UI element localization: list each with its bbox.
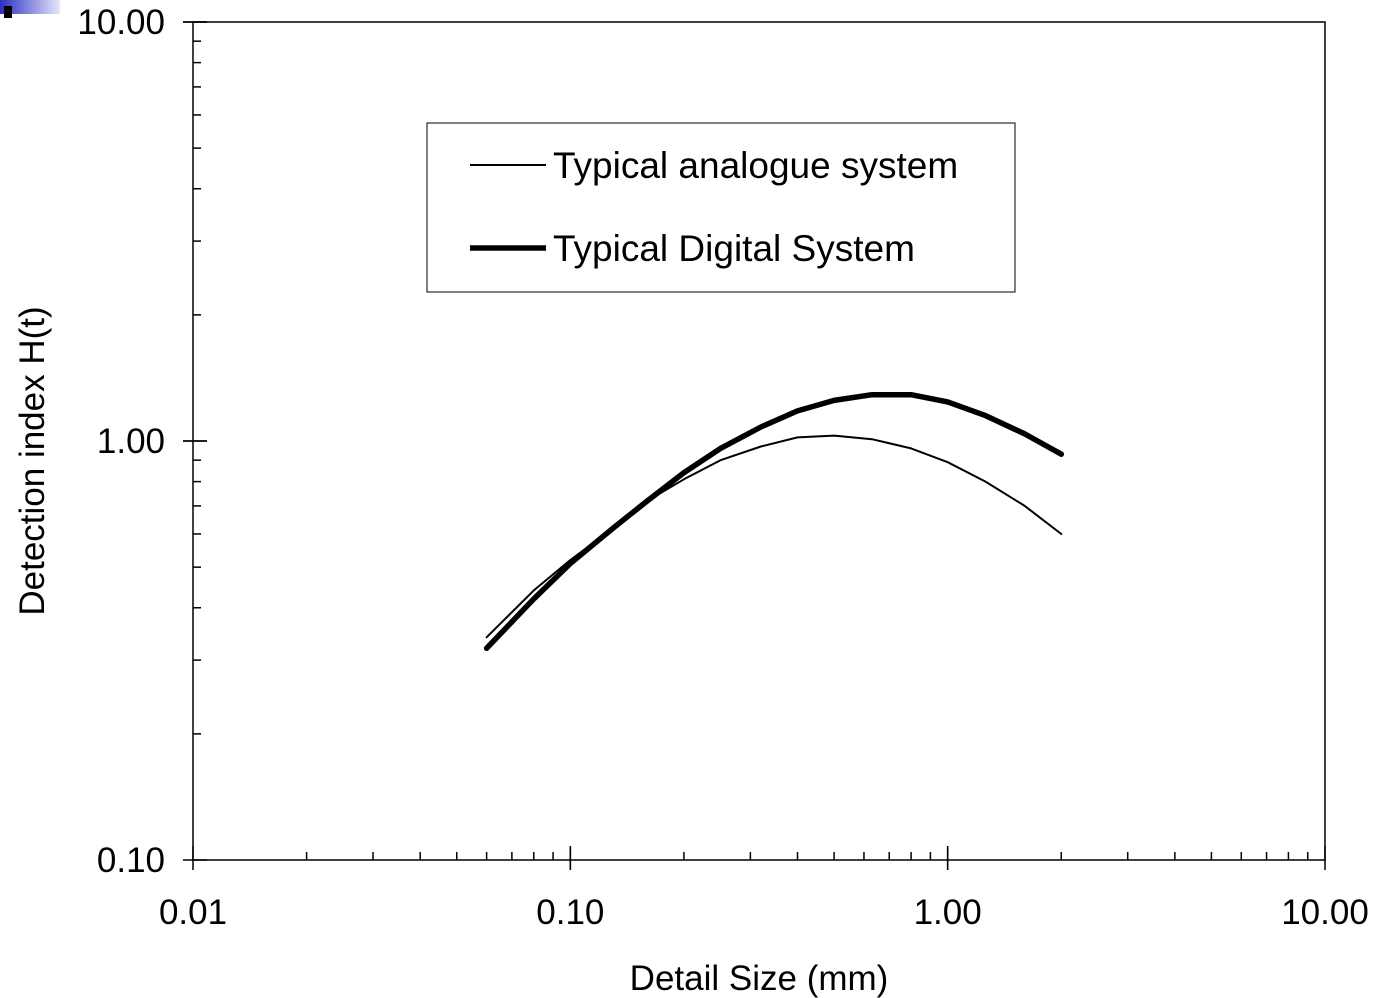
y-tick-label: 0.10: [97, 841, 165, 880]
plot-frame: [192, 21, 1326, 861]
x-tick-label: 1.00: [914, 893, 982, 932]
corner-decoration-bar: [4, 6, 12, 18]
legend-box: [426, 122, 1016, 293]
corner-decoration: [0, 0, 60, 14]
y-tick-labels: 0.10 1.00 10.00: [77, 3, 165, 880]
x-tick-label: 10.00: [1281, 893, 1369, 932]
series-layer: [483, 391, 1065, 652]
x-axis-title: Detail Size (mm): [630, 959, 889, 998]
legend: Typical analogue system Typical Digital …: [426, 122, 1016, 293]
y-tick-label: 10.00: [77, 3, 165, 42]
x-tick-label: 0.10: [536, 893, 604, 932]
x-tick-label: 0.01: [159, 893, 227, 932]
x-tick-labels: 0.01 0.10 1.00 10.00: [159, 893, 1369, 932]
series-line-analogue: [485, 434, 1063, 639]
tick-marks: [183, 21, 1326, 870]
series-line-digital: [483, 391, 1065, 652]
y-axis-title: Detection index H(t): [13, 306, 52, 615]
legend-label-digital: Typical Digital System: [553, 228, 915, 269]
y-tick-label: 1.00: [97, 422, 165, 461]
legend-label-analogue: Typical analogue system: [553, 145, 958, 186]
